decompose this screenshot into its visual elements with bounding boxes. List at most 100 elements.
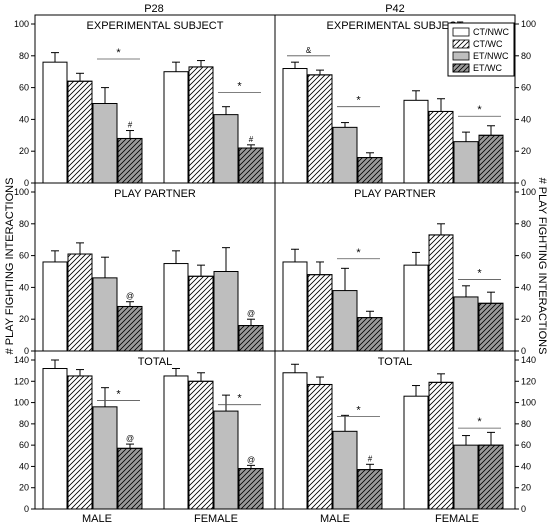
bar-et-nwc-male xyxy=(92,406,118,510)
y-tick-label: 140 xyxy=(14,355,29,365)
y-tick-label: 80 xyxy=(19,51,29,61)
y-tick-label: 0 xyxy=(24,504,29,514)
bar-hatch-ct-wc-male xyxy=(67,80,93,184)
y-tick-label: 100 xyxy=(521,398,536,408)
bar-hatch-et-wc-male xyxy=(357,157,383,184)
bar-ct-nwc-male xyxy=(282,372,308,510)
panel-title: EXPERIMENTAL SUBJECT xyxy=(87,20,224,32)
panel-p42-total: TOTAL 0 20 40 60 80 100 120 140 # * * xyxy=(274,350,536,514)
y-tick-label: 80 xyxy=(19,419,29,429)
y-tick-label: 100 xyxy=(14,398,29,408)
legend-swatch-et-wc-hatch xyxy=(452,63,470,73)
bar-ct-nwc-male xyxy=(42,61,68,184)
bar-ct-nwc-male xyxy=(42,261,68,352)
bar-hatch-et-wc-male xyxy=(357,317,383,352)
column-title-p28: P28 xyxy=(144,3,164,15)
bar-hatch-et-wc-female xyxy=(478,134,504,184)
y-tick-label: 100 xyxy=(521,187,536,197)
bar-hatch-et-wc-female xyxy=(238,147,264,184)
y-tick-label: 140 xyxy=(521,355,536,365)
y-tick-label: 40 xyxy=(521,282,531,292)
significance-mark: * xyxy=(477,267,482,279)
y-tick-label: 0 xyxy=(521,504,526,514)
y-tick-label: 100 xyxy=(521,19,536,29)
panel-title: TOTAL xyxy=(378,356,412,368)
bar-et-nwc-male xyxy=(332,290,358,352)
y-axis-label-left: # PLAY FIGHTING INTERACTIONS xyxy=(4,178,16,355)
bar-annotation: @ xyxy=(247,309,255,318)
y-tick-label: 40 xyxy=(521,114,531,124)
bar-annotation: # xyxy=(128,121,133,130)
y-tick-label: 0 xyxy=(521,178,526,188)
bar-annotation: @ xyxy=(247,455,255,464)
bar-hatch-ct-wc-male xyxy=(307,274,333,352)
y-tick-label: 20 xyxy=(19,314,29,324)
bar-hatch-ct-wc-female xyxy=(428,234,454,352)
x-group-label-left-female: FEMALE xyxy=(194,513,238,525)
legend-label-ct-wc: CT/WC xyxy=(473,39,503,49)
bar-ct-nwc-female xyxy=(163,71,189,184)
bar-et-nwc-female xyxy=(213,271,239,352)
bar-hatch-et-wc-male xyxy=(357,469,383,510)
bar-hatch-et-wc-male xyxy=(117,137,143,184)
panel-title: PLAY PARTNER xyxy=(114,188,196,200)
panel-p42-play-partner: PLAY PARTNER 0 20 40 60 80 100 * * xyxy=(274,182,536,356)
significance-mark: * xyxy=(477,416,482,428)
significance-mark: * xyxy=(116,47,121,59)
x-group-label-right-female: FEMALE xyxy=(435,513,479,525)
y-tick-label: 20 xyxy=(521,314,531,324)
y-tick-label: 20 xyxy=(19,483,29,493)
bar-annotation: # xyxy=(249,135,254,144)
bar-et-nwc-male xyxy=(92,103,118,184)
bar-et-nwc-male xyxy=(332,430,358,510)
panel-title: PLAY PARTNER xyxy=(354,188,436,200)
y-tick-label: 40 xyxy=(19,114,29,124)
y-tick-label: 40 xyxy=(19,282,29,292)
legend-swatch-et-nwc xyxy=(452,51,470,61)
y-tick-label: 60 xyxy=(521,83,531,93)
y-tick-label: 60 xyxy=(19,251,29,261)
y-tick-label: 0 xyxy=(24,178,29,188)
y-tick-label: 20 xyxy=(521,146,531,156)
bar-hatch-ct-wc-male xyxy=(67,253,93,352)
y-tick-label: 60 xyxy=(521,440,531,450)
panel-frame xyxy=(274,350,516,510)
legend-swatch-ct-wc xyxy=(452,39,470,49)
bar-et-nwc-female xyxy=(453,296,479,352)
bar-hatch-ct-wc-female xyxy=(188,380,214,510)
panel-p42-experimental: EXPERIMENTAL SUBJECT 0 20 40 60 80 100 & * * xyxy=(274,14,536,188)
bar-hatch-ct-wc-female xyxy=(428,381,454,510)
y-tick-label: 100 xyxy=(14,19,29,29)
bar-hatch-ct-wc-female xyxy=(188,66,214,184)
bar-hatch-et-wc-male xyxy=(117,305,143,352)
y-tick-label: 40 xyxy=(19,461,29,471)
bar-ct-nwc-female xyxy=(403,99,429,184)
panel-title: EXPERIMENTAL SUBJECT xyxy=(327,20,464,32)
significance-mark: * xyxy=(356,95,361,107)
bar-ct-nwc-female xyxy=(163,263,189,352)
bar-annotation: # xyxy=(368,454,373,463)
y-tick-label: 20 xyxy=(521,483,531,493)
column-title-p42: P42 xyxy=(385,3,405,15)
bar-et-nwc-male xyxy=(92,277,118,352)
y-tick-label: 0 xyxy=(521,346,526,356)
y-tick-label: 20 xyxy=(19,146,29,156)
y-axis-label-right: # PLAY FIGHTING INTERACTIONS xyxy=(536,178,548,355)
chart-panels: EXPERIMENTAL SUBJECT 0 20 40 60 80 100 # # * * EXPE… xyxy=(14,14,536,514)
y-tick-label: 40 xyxy=(521,461,531,471)
y-tick-label: 80 xyxy=(521,219,531,229)
y-tick-label: 100 xyxy=(14,187,29,197)
bar-hatch-ct-wc-male xyxy=(67,375,93,510)
bar-ct-nwc-female xyxy=(403,264,429,352)
bar-hatch-et-wc-male xyxy=(117,447,143,510)
bar-annotation: @ xyxy=(126,292,134,301)
legend: CT/NWC CT/WC ET/NWC ET/WC xyxy=(447,22,515,77)
bar-ct-nwc-male xyxy=(282,68,308,184)
bar-ct-nwc-female xyxy=(403,395,429,510)
significance-mark: * xyxy=(237,393,242,405)
legend-swatch-ct-nwc xyxy=(452,27,470,37)
bar-hatch-ct-wc-female xyxy=(428,110,454,184)
y-tick-label: 80 xyxy=(19,219,29,229)
bar-hatch-et-wc-female xyxy=(478,302,504,352)
